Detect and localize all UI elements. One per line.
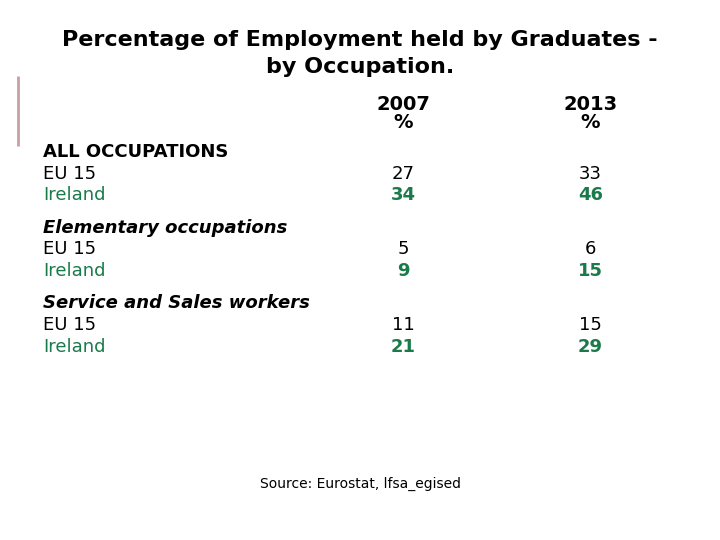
Text: 27: 27 [392, 165, 415, 183]
Text: Ireland: Ireland [43, 262, 106, 280]
Text: Ireland: Ireland [43, 338, 106, 355]
Text: Elementary occupations: Elementary occupations [43, 219, 287, 237]
Text: 15: 15 [578, 262, 603, 280]
Text: EU 15: EU 15 [43, 316, 96, 334]
Text: Percentage of Employment held by Graduates -: Percentage of Employment held by Graduat… [62, 30, 658, 50]
Text: Service and Sales workers: Service and Sales workers [43, 294, 310, 312]
Text: 11: 11 [392, 316, 415, 334]
Text: 9: 9 [397, 262, 410, 280]
Text: 15: 15 [579, 316, 602, 334]
Text: EU 15: EU 15 [43, 165, 96, 183]
Text: ALL OCCUPATIONS: ALL OCCUPATIONS [43, 143, 228, 161]
Text: 34: 34 [391, 186, 415, 204]
Text: 33: 33 [579, 165, 602, 183]
Text: Ireland: Ireland [43, 186, 106, 204]
Text: 29: 29 [578, 338, 603, 355]
Text: EU 15: EU 15 [43, 240, 96, 258]
Text: 46: 46 [578, 186, 603, 204]
Text: by Occupation.: by Occupation. [266, 57, 454, 77]
Text: 6: 6 [585, 240, 596, 258]
Text: 21: 21 [391, 338, 415, 355]
Text: 2007: 2007 [377, 94, 430, 113]
Text: %: % [580, 113, 600, 132]
Text: 2013: 2013 [563, 94, 618, 113]
Text: 5: 5 [397, 240, 409, 258]
Text: Source: Eurostat, lfsa_egised: Source: Eurostat, lfsa_egised [259, 477, 461, 491]
Text: %: % [393, 113, 413, 132]
